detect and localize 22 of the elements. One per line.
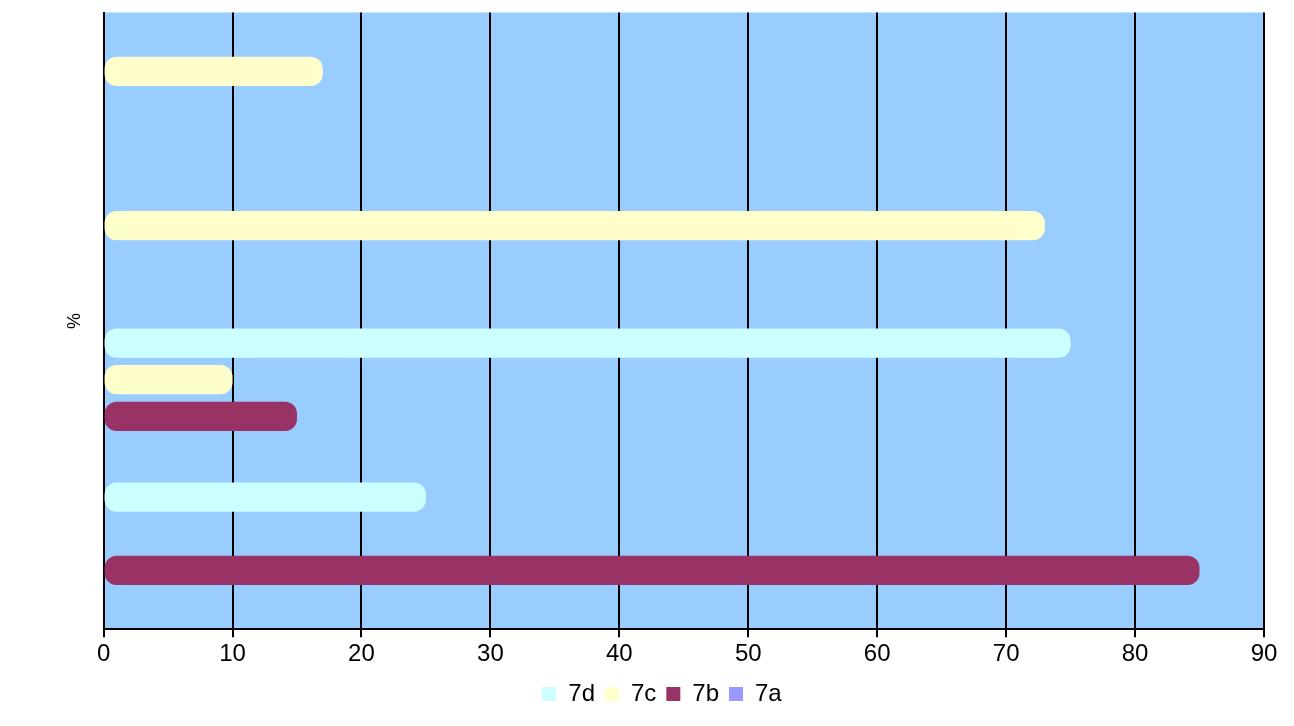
bar xyxy=(104,555,1200,586)
bar xyxy=(104,56,323,87)
x-tick-label: 40 xyxy=(605,639,633,667)
bar xyxy=(104,210,1045,241)
x-tick-label: 10 xyxy=(219,639,246,667)
x-tick-label: 90 xyxy=(1250,639,1278,667)
legend-label: 7d xyxy=(568,678,595,706)
bar xyxy=(104,401,297,431)
x-tick-label: 30 xyxy=(477,639,504,667)
bar xyxy=(104,365,233,395)
x-tick-label: 50 xyxy=(734,639,762,667)
x-tick-label: 60 xyxy=(863,639,891,667)
x-tick-label: 0 xyxy=(96,639,111,667)
legend-label: 7a xyxy=(755,678,783,706)
legend-label: 7b xyxy=(692,678,720,706)
x-tick-label: 80 xyxy=(1121,639,1149,667)
x-tick-label: 70 xyxy=(992,639,1020,667)
legend-label: 7c xyxy=(630,678,657,706)
bar xyxy=(104,328,1071,358)
y-axis-title: % xyxy=(63,312,84,329)
bar xyxy=(104,482,426,512)
x-tick-label: 20 xyxy=(348,639,375,667)
